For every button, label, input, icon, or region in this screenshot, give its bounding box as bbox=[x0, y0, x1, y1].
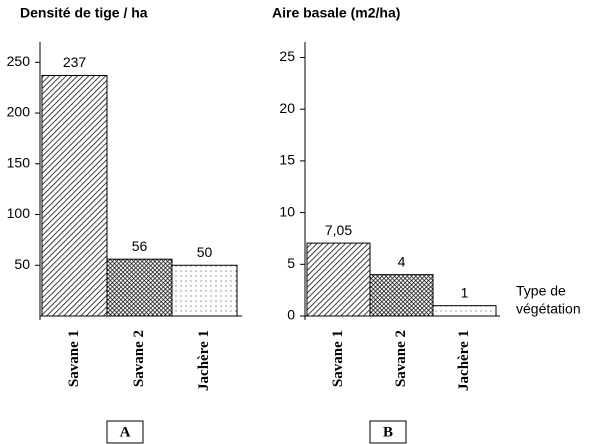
bar bbox=[306, 242, 371, 317]
bar bbox=[106, 258, 173, 317]
panel-box bbox=[106, 420, 144, 444]
value-label: 4 bbox=[398, 253, 406, 269]
y-tick-label: 15 bbox=[279, 152, 295, 168]
y-tick-label: 20 bbox=[279, 100, 295, 116]
panel-box bbox=[369, 420, 407, 444]
value-label: 1 bbox=[461, 284, 469, 300]
y-tick-label: 100 bbox=[7, 205, 31, 221]
x-tick-label: Savane 2 bbox=[393, 330, 409, 387]
bar bbox=[432, 305, 497, 317]
y-tick-label: 200 bbox=[7, 104, 31, 120]
value-label: 7,05 bbox=[325, 222, 352, 238]
y-tick-label: 25 bbox=[279, 48, 295, 64]
y-tick-label: 150 bbox=[7, 154, 31, 170]
y-tick-label: 5 bbox=[287, 255, 295, 271]
x-tick-label: Savane 1 bbox=[66, 330, 82, 387]
x-tick-label: Jachère 1 bbox=[456, 330, 472, 391]
x-axis-label: végétation bbox=[516, 301, 581, 317]
bar bbox=[171, 264, 238, 317]
x-axis-label: Type de bbox=[516, 283, 566, 299]
bar bbox=[41, 74, 108, 317]
y-tick-label: 10 bbox=[279, 203, 295, 219]
y-tick-label: 50 bbox=[14, 256, 30, 272]
chart-title: Aire basale (m2/ha) bbox=[272, 5, 400, 21]
x-tick-label: Jachère 1 bbox=[196, 330, 212, 391]
panel-label: B bbox=[383, 424, 393, 440]
chart-title: Densité de tige / ha bbox=[20, 5, 148, 21]
value-label: 237 bbox=[63, 54, 87, 70]
panel-label: A bbox=[120, 424, 131, 440]
x-tick-label: Savane 2 bbox=[131, 330, 147, 387]
value-label: 50 bbox=[197, 244, 213, 260]
bar bbox=[369, 274, 434, 317]
value-label: 56 bbox=[132, 238, 148, 254]
y-tick-label: 250 bbox=[7, 53, 31, 69]
x-tick-label: Savane 1 bbox=[330, 330, 346, 387]
y-tick-label: 0 bbox=[287, 307, 295, 323]
